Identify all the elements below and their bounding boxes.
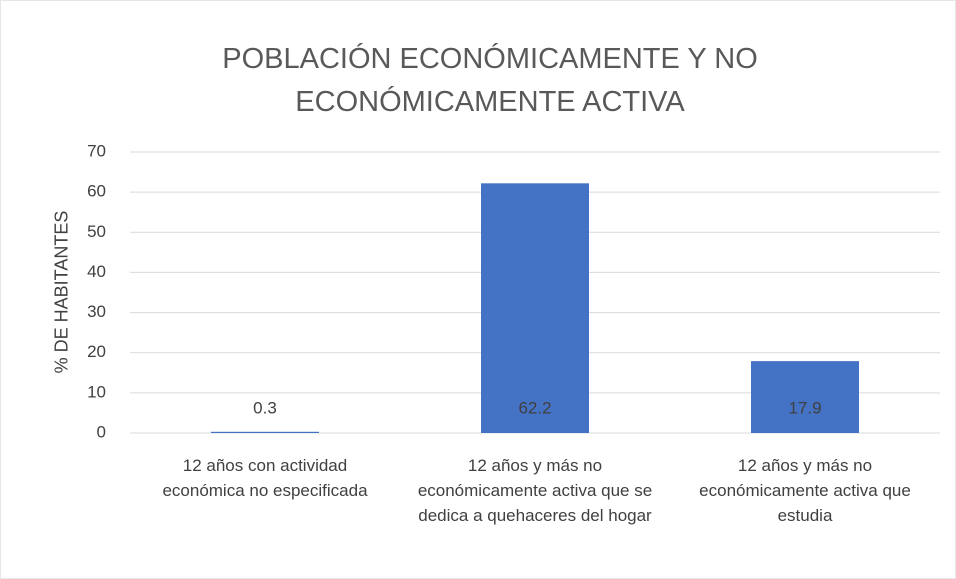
data-label: 62.2 [518, 398, 551, 417]
y-axis-label: % DE HABITANTES [51, 210, 72, 374]
y-tick-label: 0 [97, 422, 106, 441]
bar [211, 431, 319, 433]
x-tick-label: 12 años y más no económicamente activa q… [699, 456, 911, 525]
y-tick-label: 70 [87, 141, 106, 160]
x-tick-label: 12 años con actividad económica no espec… [162, 456, 368, 500]
y-tick-label: 30 [87, 302, 106, 321]
y-tick-label: 60 [87, 182, 106, 201]
data-label: 0.3 [253, 398, 277, 417]
data-label: 17.9 [788, 398, 821, 417]
bar [751, 361, 859, 433]
bar [481, 183, 589, 433]
y-tick-label: 40 [87, 262, 106, 281]
y-tick-label: 20 [87, 342, 106, 361]
y-tick-label: 50 [87, 222, 106, 241]
x-tick-label: 12 años y más no económicamente activa q… [417, 456, 653, 525]
chart-title: POBLACIÓN ECONÓMICAMENTE Y NO ECONÓMICAM… [222, 43, 758, 118]
y-tick-label: 10 [87, 382, 106, 401]
